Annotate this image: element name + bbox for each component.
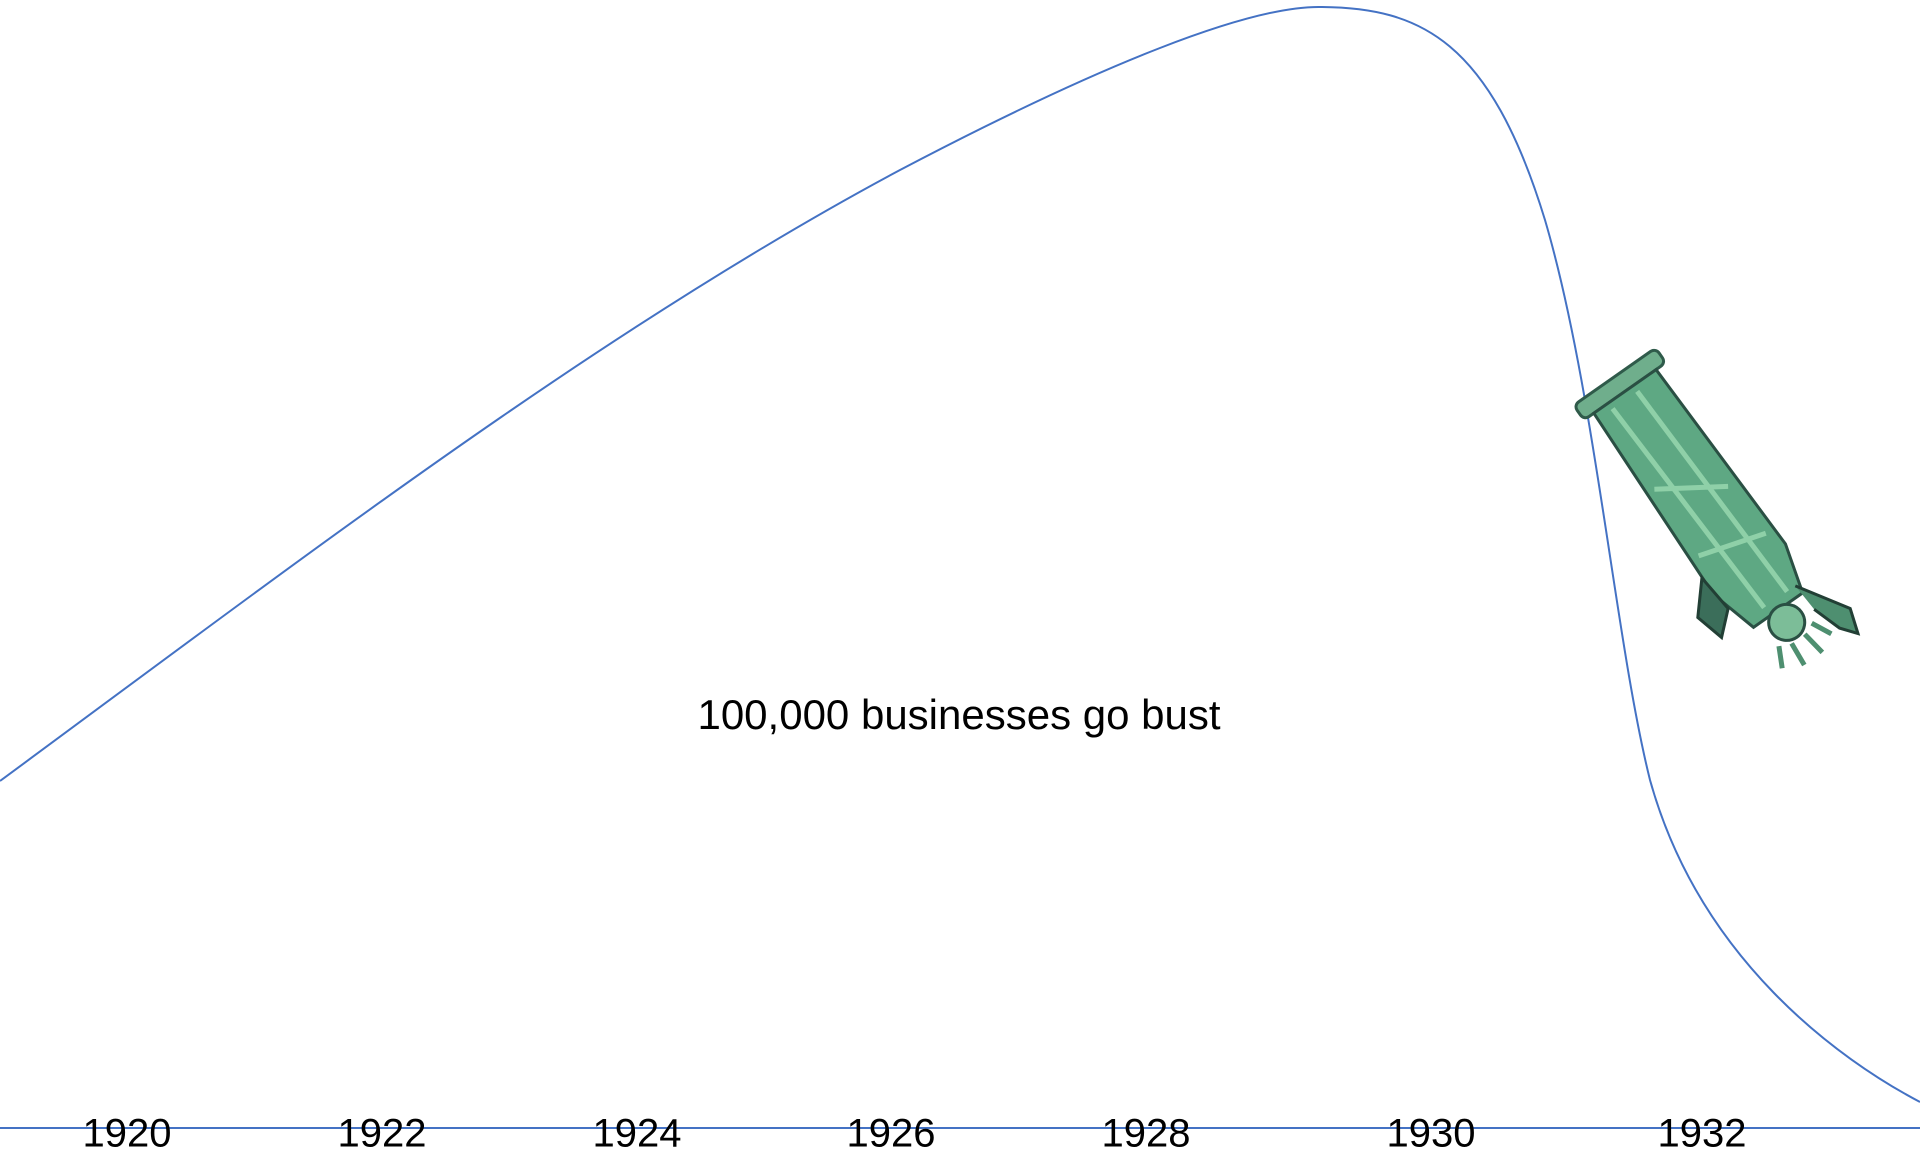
economy-curve	[0, 7, 1920, 1102]
year-label: 1930	[1387, 1112, 1476, 1156]
year-label: 1928	[1102, 1112, 1191, 1156]
slide: 100,000 businesses go bust 1920 1922 1924 1…	[0, 0, 1920, 1158]
falling-statue	[1557, 342, 1864, 703]
year-label: 1932	[1658, 1112, 1747, 1156]
year-label: 1922	[338, 1112, 427, 1156]
annotation: 100,000 businesses go bust	[697, 691, 1220, 738]
year-label: 1920	[83, 1112, 172, 1156]
year-label: 1924	[593, 1112, 682, 1156]
year-label: 1926	[847, 1112, 936, 1156]
page: 100,000 businesses go bust 1920 1922 1924 1…	[0, 0, 1920, 1158]
